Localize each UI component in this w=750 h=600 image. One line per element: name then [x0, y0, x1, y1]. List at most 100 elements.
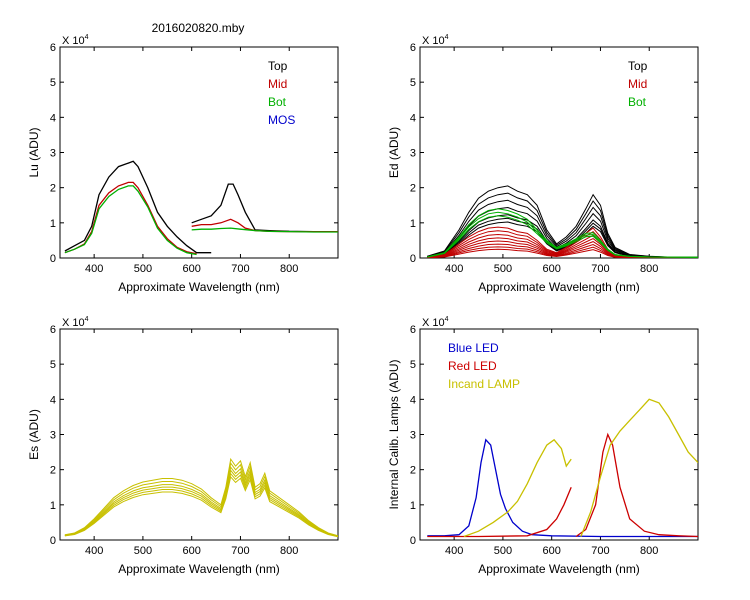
- y-tick-label: 2: [410, 465, 416, 477]
- series-line-bot: [427, 215, 698, 258]
- x-axis-label: Approximate Wavelength (nm): [118, 562, 280, 576]
- y-axis-label: Es (ADU): [27, 409, 41, 460]
- x-tick-label: 800: [640, 263, 658, 275]
- y-tick-label: 6: [50, 42, 56, 54]
- x-tick-label: 700: [591, 263, 609, 275]
- legend-entry: Incand LAMP: [448, 377, 520, 391]
- y-tick-label: 3: [410, 148, 416, 160]
- x-tick-label: 700: [231, 263, 249, 275]
- y-tick-label: 3: [50, 148, 56, 160]
- y-tick-label: 4: [50, 394, 56, 406]
- y-tick-label: 2: [50, 183, 56, 195]
- series-line-es: [64, 469, 338, 537]
- y-tick-label: 4: [410, 112, 416, 124]
- series-line-mid: [64, 181, 197, 255]
- series-line-mid: [427, 246, 698, 258]
- x-axis-label: Approximate Wavelength (nm): [118, 280, 280, 294]
- legend-entry: Top: [268, 59, 288, 73]
- y-tick-label: 1: [410, 218, 416, 230]
- legend-entry: Top: [628, 59, 648, 73]
- y-tick-label: 4: [410, 394, 416, 406]
- y-tick-label: 6: [410, 324, 416, 336]
- es-chart: 0 1 2 3 4 5 6 400 500 600 700 800 X 104 Approximate W…: [27, 316, 339, 576]
- x-tick-label: 800: [280, 263, 298, 275]
- y-tick-label: 1: [50, 218, 56, 230]
- x-tick-label: 800: [640, 545, 658, 557]
- series-line-top: [64, 160, 212, 254]
- y-tick-label: 0: [410, 253, 416, 265]
- lu-chart: 0 1 2 3 4 5 6 400 500 600 700 800 X 104 Approximate W…: [27, 34, 339, 294]
- y-tick-label: 5: [410, 359, 416, 371]
- series-line-mid: [427, 240, 698, 258]
- series-line-es: [64, 472, 338, 537]
- series-line-incand-lamp: [580, 398, 698, 537]
- plot-area: [64, 160, 338, 256]
- x-tick-label: 400: [85, 263, 103, 275]
- y-tick-label: 5: [50, 359, 56, 371]
- y-tick-label: 0: [50, 535, 56, 547]
- series-line-top: [427, 192, 698, 258]
- series-line-red-led: [575, 432, 698, 538]
- plot-frame: [419, 46, 699, 259]
- series-line-mid: [427, 248, 698, 258]
- series-line-es: [64, 461, 338, 537]
- lamps-chart: 0 1 2 3 4 5 6 400 500 600 700 800 X 104 Approximate W…: [387, 316, 699, 576]
- y-axis-label: Ed (ADU): [387, 127, 401, 178]
- y-tick-label: 5: [50, 77, 56, 89]
- plot-area: [427, 398, 698, 538]
- y-tick-label: 0: [50, 253, 56, 265]
- x-tick-label: 500: [134, 263, 152, 275]
- x-tick-label: 700: [591, 545, 609, 557]
- series-line-es: [64, 457, 338, 537]
- x-tick-label: 400: [445, 263, 463, 275]
- legend-entry: Red LED: [448, 359, 497, 373]
- x-tick-label: 600: [183, 545, 201, 557]
- x-tick-label: 600: [183, 263, 201, 275]
- y-axis-label: Lu (ADU): [27, 127, 41, 177]
- plot-frame: [59, 46, 339, 259]
- y-tick-label: 6: [50, 324, 56, 336]
- legend-entry: Blue LED: [448, 341, 499, 355]
- x-axis-label: Approximate Wavelength (nm): [478, 562, 640, 576]
- x-tick-label: 400: [85, 545, 103, 557]
- x-tick-label: 600: [543, 545, 561, 557]
- series-line-bot: [191, 227, 338, 233]
- y-tick-label: 3: [50, 430, 56, 442]
- figure-title: 2016020820.mby: [152, 21, 245, 35]
- series-line-mid: [427, 243, 698, 258]
- series-line-es: [64, 466, 338, 537]
- legend-entry: MOS: [268, 113, 295, 127]
- series-line-mid: [427, 237, 698, 258]
- series-line-red-led: [427, 487, 572, 538]
- plot-area: [64, 457, 338, 538]
- x-tick-label: 800: [280, 545, 298, 557]
- y-exponent-label: X 104: [62, 316, 89, 329]
- y-tick-label: 1: [410, 500, 416, 512]
- y-exponent-label: X 104: [422, 316, 449, 329]
- y-tick-label: 6: [410, 42, 416, 54]
- y-tick-label: 1: [50, 500, 56, 512]
- x-tick-label: 500: [134, 545, 152, 557]
- plot-area: [427, 185, 698, 258]
- series-line-bot: [64, 185, 197, 256]
- series-line-incand-lamp: [463, 438, 572, 538]
- x-tick-label: 500: [494, 263, 512, 275]
- y-tick-label: 3: [410, 430, 416, 442]
- legend-entry: Mid: [628, 77, 647, 91]
- series-line-top: [427, 185, 698, 258]
- series-line-blue-led: [427, 438, 698, 538]
- y-axis-label: Internal Calib. Lamps (ADU): [387, 359, 401, 509]
- series-line-top: [427, 221, 698, 258]
- ed-chart: 0 1 2 3 4 5 6 400 500 600 700 800 X 104 Approximate W…: [387, 34, 699, 294]
- y-tick-label: 4: [50, 112, 56, 124]
- y-tick-label: 2: [50, 465, 56, 477]
- legend-entry: Bot: [268, 95, 287, 109]
- legend-entry: Mid: [268, 77, 287, 91]
- plot-frame: [59, 328, 339, 541]
- y-tick-label: 5: [410, 77, 416, 89]
- series-line-top: [427, 199, 698, 258]
- series-line-es: [64, 475, 338, 538]
- y-tick-label: 2: [410, 183, 416, 195]
- x-tick-label: 400: [445, 545, 463, 557]
